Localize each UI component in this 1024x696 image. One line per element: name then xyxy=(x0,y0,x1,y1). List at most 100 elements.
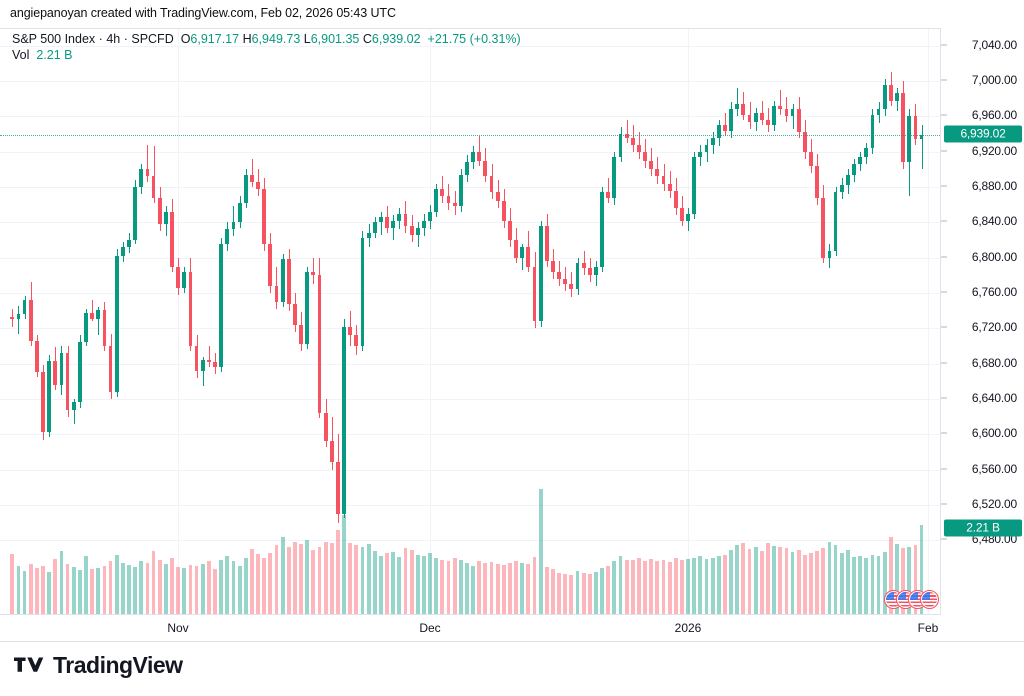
volume-bar xyxy=(901,548,906,614)
volume-bar xyxy=(231,560,236,614)
candle-body xyxy=(96,309,101,319)
candle-body xyxy=(821,197,826,258)
candle-body xyxy=(575,262,580,290)
chart-frame[interactable]: S&P 500 Index · 4h · SPCFD O6,917.17 H6,… xyxy=(0,28,1024,615)
volume-bar xyxy=(268,552,273,614)
candle-body xyxy=(434,188,439,212)
volume-bar xyxy=(919,525,924,614)
price-tick-dash xyxy=(941,291,947,293)
candle-body xyxy=(354,335,359,346)
candle-body xyxy=(852,164,856,175)
price-tick-dash xyxy=(941,220,947,222)
volume-bar xyxy=(305,539,310,614)
volume-bar xyxy=(409,550,414,614)
candle-body xyxy=(477,151,482,161)
volume-bar xyxy=(219,559,224,614)
volume-bar xyxy=(809,553,813,614)
volume-bar xyxy=(348,542,353,614)
current-volume-badge[interactable]: 2.21 B xyxy=(944,519,1022,537)
volume-bar xyxy=(428,552,432,614)
volume-bar xyxy=(336,530,340,614)
volume-bar xyxy=(520,563,525,614)
gridline-horizontal xyxy=(0,257,940,259)
volume-bar xyxy=(778,546,783,614)
volume-bar xyxy=(686,558,690,614)
price-tick-dash xyxy=(941,432,947,434)
candle-body xyxy=(723,125,727,131)
candle-body xyxy=(243,174,248,203)
gridline-horizontal xyxy=(0,45,940,47)
volume-bar xyxy=(292,542,297,614)
candle-body xyxy=(551,261,555,272)
price-volume-pane[interactable] xyxy=(0,29,940,614)
candle-body xyxy=(538,225,543,322)
price-tick-dash xyxy=(941,114,947,116)
candle-body xyxy=(532,266,537,322)
volume-bar xyxy=(108,560,113,614)
volume-bar xyxy=(120,563,125,614)
candle-body xyxy=(397,213,402,221)
volume-bar xyxy=(649,558,654,614)
price-axis[interactable]: 7,040.00 7,000.00 6,960.00 6,920.00 6,880.00… xyxy=(940,28,1024,615)
current-price-badge[interactable]: 6,939.02 xyxy=(944,125,1022,143)
volume-bar xyxy=(612,561,617,614)
gridline-vertical xyxy=(688,29,689,614)
candle-body xyxy=(698,151,703,158)
gridline-horizontal xyxy=(0,398,940,400)
candle-body xyxy=(802,132,807,152)
volume-bar xyxy=(34,568,39,614)
volume-bar xyxy=(280,537,285,614)
candle-body xyxy=(907,116,912,163)
candle-wick xyxy=(768,107,769,133)
volume-bar xyxy=(176,566,181,614)
candle-body xyxy=(710,137,715,145)
volume-bar xyxy=(391,552,396,614)
candle-body xyxy=(163,211,168,225)
volume-bar xyxy=(600,568,604,614)
candle-body xyxy=(569,284,574,290)
volume-bar xyxy=(133,566,138,614)
candle-body xyxy=(194,345,199,371)
volume-bar xyxy=(372,551,377,614)
price-tick-dash xyxy=(941,150,947,152)
candle-body xyxy=(366,232,371,239)
candle-body xyxy=(495,192,500,202)
candle-wick xyxy=(608,178,609,203)
volume-bar xyxy=(249,549,254,614)
candle-body xyxy=(876,109,881,115)
volume-bar xyxy=(329,543,334,614)
candle-body xyxy=(827,250,832,258)
candle-body xyxy=(206,360,211,362)
tradingview-logo-text: TradingView xyxy=(53,652,183,678)
candle-body xyxy=(348,326,353,336)
candle-wick xyxy=(18,306,19,334)
candle-body xyxy=(766,119,770,126)
candle-body xyxy=(65,353,70,410)
price-tick-dash xyxy=(941,185,947,187)
candle-body xyxy=(716,125,721,138)
volume-bar xyxy=(311,550,316,614)
candle-body xyxy=(157,197,162,225)
volume-bar xyxy=(526,563,531,614)
volume-bar xyxy=(446,561,451,614)
candle-body xyxy=(465,162,469,175)
us-flag-icon[interactable] xyxy=(920,590,939,609)
gridline-vertical xyxy=(928,29,929,614)
attribution-text: angiepanoyan created with TradingView.co… xyxy=(10,6,396,20)
candle-wick xyxy=(381,211,382,235)
candle-body xyxy=(336,462,340,514)
volume-bar xyxy=(366,544,371,614)
candle-body xyxy=(508,220,512,241)
candle-wick xyxy=(209,345,210,368)
candle-wick xyxy=(565,266,566,292)
price-tick-label: 6,560.00 xyxy=(971,461,1017,476)
volume-bar xyxy=(170,558,174,614)
volume-bar xyxy=(415,555,420,614)
volume-bar xyxy=(151,550,156,614)
volume-bar xyxy=(839,553,844,614)
volume-bar xyxy=(913,544,918,614)
time-axis[interactable]: Nov Dec 2026 Feb xyxy=(0,615,1024,642)
candle-wick xyxy=(584,250,585,276)
volume-bar xyxy=(796,549,801,614)
volume-bar xyxy=(489,562,494,614)
